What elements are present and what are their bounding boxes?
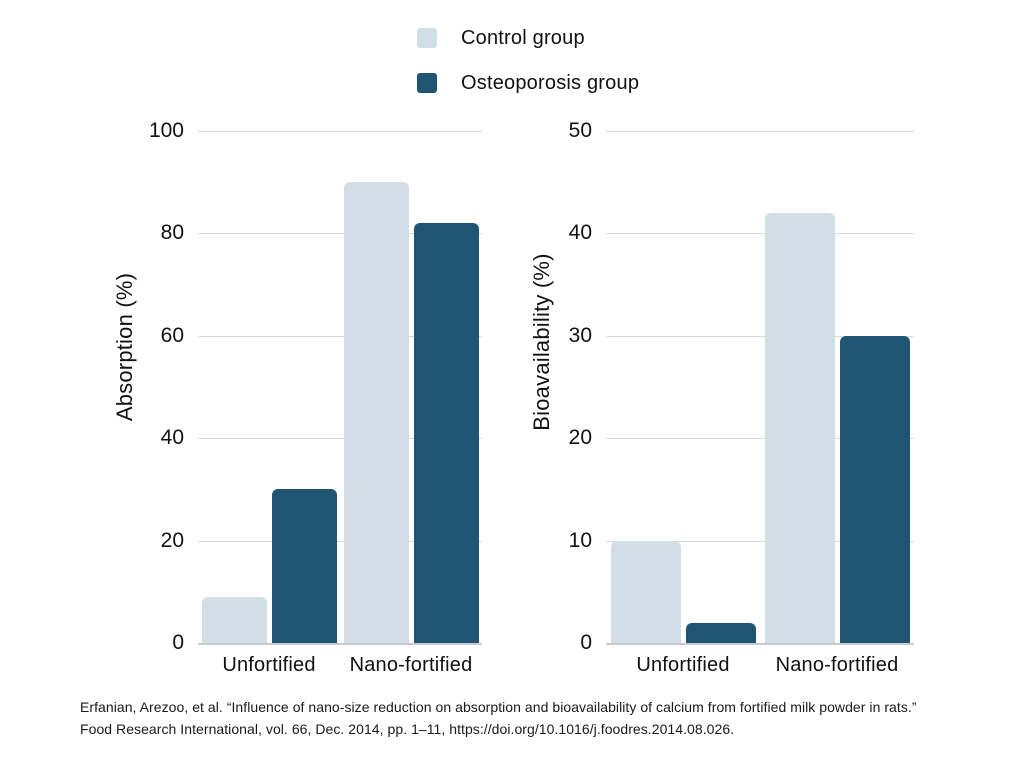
gridline-80 [198,233,482,235]
gridline-100 [198,131,482,132]
y-tick-label-30: 30 [568,323,592,347]
citation: Erfanian, Arezoo, et al. “Influence of n… [80,696,917,740]
bioavailability-plot-area: 0 10 20 30 40 50 Unfortified Nano-fortified [569,119,914,676]
y-tick-label-20: 20 [160,528,184,552]
bar-control-nano-fortified [764,212,835,643]
y-tick-label-60: 60 [160,323,184,347]
bar-osteoporosis-nano-fortified [413,223,479,643]
x-category-label-nano-fortified: Nano-fortified [775,654,899,676]
legend-swatch-control [417,28,437,48]
y-tick-label-10: 10 [568,528,592,552]
bar-osteoporosis-unfortified [685,622,756,643]
gridline-20 [606,438,914,440]
gridline-40 [606,233,914,235]
y-tick-label-40: 40 [568,221,592,245]
bar-osteoporosis-unfortified [271,489,337,643]
legend-item-control: Control group [417,26,639,49]
bar-control-unfortified [610,540,681,643]
gridline-50 [606,131,914,132]
gridline-30 [606,335,914,337]
y-tick-label-100: 100 [148,119,184,142]
gridline-20 [198,540,482,542]
bar-osteoporosis-nano-fortified [839,335,910,643]
bar-control-nano-fortified [343,182,409,643]
legend-label-control: Control group [461,26,585,49]
gridline-60 [198,335,482,337]
y-tick-label-0: 0 [172,631,184,654]
legend-item-osteoporosis: Osteoporosis group [417,71,640,94]
y-tick-label-40: 40 [160,426,184,450]
x-category-label-unfortified: Unfortified [636,654,730,676]
y-tick-label-20: 20 [568,426,592,450]
x-category-label-nano-fortified: Nano-fortified [349,654,473,676]
legend-label-osteoporosis: Osteoporosis group [461,71,640,94]
y-tick-label-80: 80 [160,221,184,245]
gridline-10 [606,540,914,542]
x-category-label-unfortified: Unfortified [222,654,316,676]
citation-line-1: Erfanian, Arezoo, et al. “Influence of n… [80,699,917,715]
citation-line-2: Food Research International, vol. 66, De… [80,721,735,737]
gridline-40 [198,438,482,440]
legend-swatch-osteoporosis [417,73,437,93]
bar-control-unfortified [201,596,267,643]
absorption-plot-area: 0 20 40 60 80 100 Unfortified Nano-fortified [149,119,482,676]
y-tick-label-0: 0 [580,631,592,654]
y-tick-label-50: 50 [568,119,592,142]
legend: Control group Osteoporosis group [417,26,640,118]
